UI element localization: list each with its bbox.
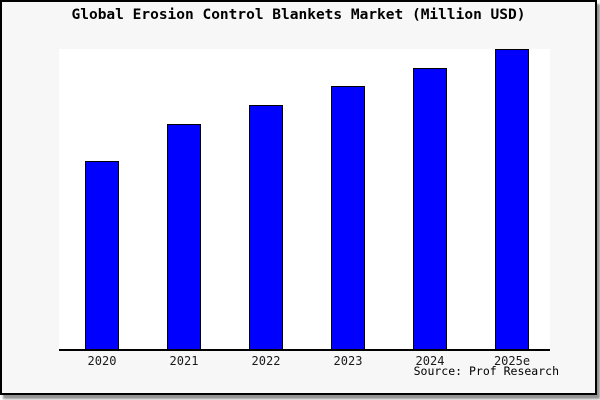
plot-area: [59, 49, 550, 351]
bar-2022: [249, 105, 283, 349]
x-tick-label-2023: 2023: [333, 354, 363, 368]
bar-2024: [413, 68, 447, 349]
bar-2021: [167, 124, 201, 349]
source-credit: Source: Prof Research: [413, 364, 559, 378]
bar-2025e: [495, 49, 529, 349]
chart-title: Global Erosion Control Blankets Market (…: [71, 7, 526, 23]
bar-2020: [85, 161, 119, 349]
bar-2023: [331, 86, 365, 349]
x-tick-label-2025e: 2025e: [493, 354, 531, 368]
x-tick-label-2021: 2021: [169, 354, 199, 368]
x-tick-label-2020: 2020: [87, 354, 117, 368]
x-tick-label-2022: 2022: [251, 354, 281, 368]
x-tick-label-2024: 2024: [415, 354, 445, 368]
